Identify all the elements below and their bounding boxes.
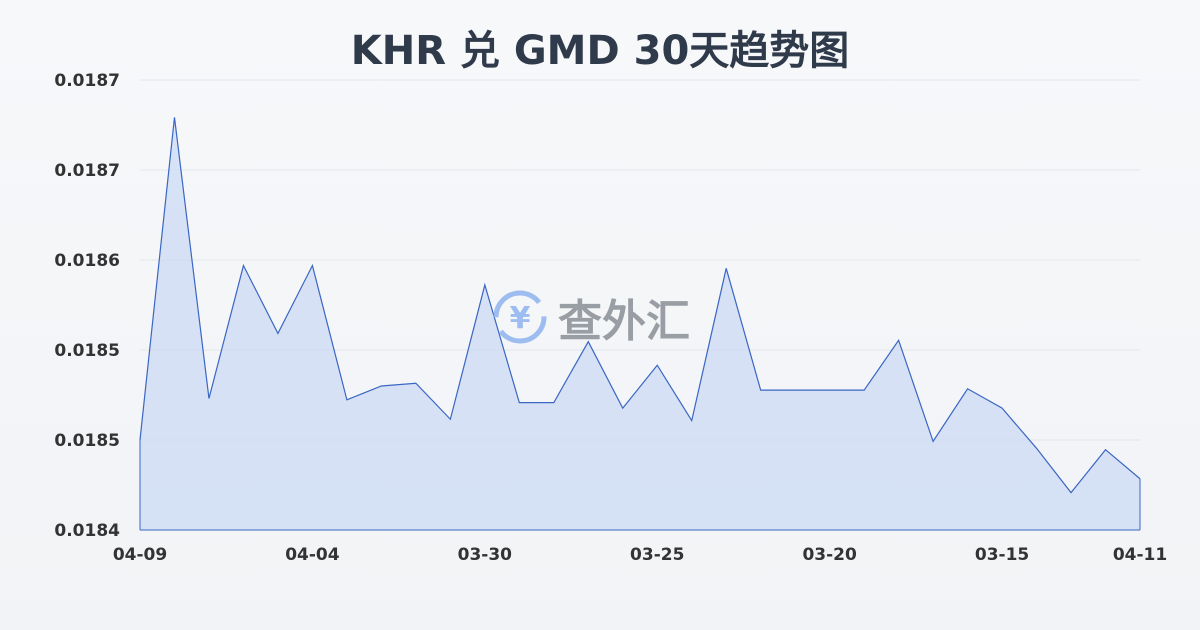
- y-tick-label: 0.0187: [54, 71, 120, 91]
- x-tick-label: 03-15: [975, 545, 1029, 565]
- series-line: [139, 117, 1141, 494]
- x-tick-label: 03-25: [630, 545, 684, 565]
- y-tick-label: 0.0186: [54, 251, 120, 271]
- x-tick-label: 04-04: [285, 545, 340, 565]
- area-fill: [140, 117, 1140, 530]
- y-tick-label: 0.0187: [54, 161, 120, 181]
- chart-title: KHR 兑 GMD 30天趋势图: [350, 28, 850, 74]
- x-tick-label: 03-20: [802, 545, 857, 565]
- y-tick-label: 0.0184: [54, 521, 120, 541]
- x-tick-label: 04-09: [113, 545, 167, 565]
- x-tick-label: 04-11: [1113, 545, 1167, 565]
- watermark: ¥ 查外汇: [490, 285, 690, 349]
- yen-symbol: ¥: [510, 301, 531, 336]
- y-tick-label: 0.0185: [54, 431, 120, 451]
- x-tick-label: 03-30: [458, 545, 513, 565]
- y-tick-label: 0.0185: [54, 341, 120, 361]
- currency-exchange-icon: ¥: [493, 290, 547, 344]
- watermark-text: 查外汇: [558, 296, 690, 347]
